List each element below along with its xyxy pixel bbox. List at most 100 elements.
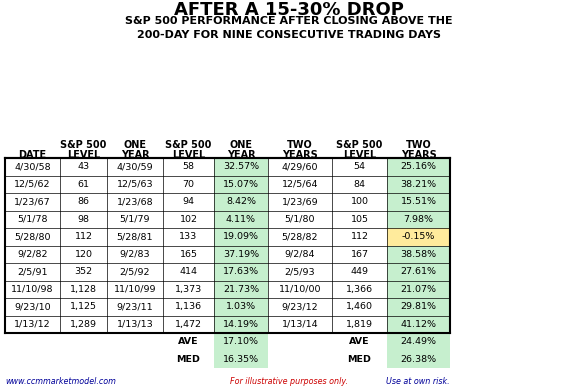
Text: 1/13/12: 1/13/12 <box>14 320 51 329</box>
Text: 4/30/59: 4/30/59 <box>117 162 153 171</box>
Text: 5/28/81: 5/28/81 <box>117 232 153 241</box>
Text: YEARS: YEARS <box>401 150 436 160</box>
Text: 5/1/79: 5/1/79 <box>120 215 150 224</box>
Text: 15.51%: 15.51% <box>401 197 436 206</box>
Text: 4.11%: 4.11% <box>226 215 256 224</box>
Text: 43: 43 <box>77 162 90 171</box>
Text: ONE: ONE <box>229 140 253 150</box>
Text: 25.16%: 25.16% <box>401 162 436 171</box>
Text: 38.21%: 38.21% <box>401 180 436 189</box>
Text: 8.42%: 8.42% <box>226 197 256 206</box>
Text: MED: MED <box>176 355 201 364</box>
Bar <box>214 246 268 263</box>
Text: 86: 86 <box>77 197 90 206</box>
Bar <box>214 211 268 228</box>
Text: 112: 112 <box>75 232 92 241</box>
Bar <box>214 158 268 175</box>
Bar <box>214 281 268 298</box>
Text: ONE: ONE <box>124 140 146 150</box>
Text: S&P 500: S&P 500 <box>60 140 107 150</box>
Text: LEVEL: LEVEL <box>343 150 376 160</box>
Text: Use at own risk.: Use at own risk. <box>386 376 450 386</box>
Bar <box>387 175 450 193</box>
Text: 12/5/64: 12/5/64 <box>281 180 318 189</box>
Text: S&P 500: S&P 500 <box>165 140 212 150</box>
Text: 12/5/62: 12/5/62 <box>14 180 51 189</box>
Text: 37.19%: 37.19% <box>223 250 259 259</box>
Bar <box>214 298 268 315</box>
Text: 414: 414 <box>180 267 198 276</box>
Text: 61: 61 <box>77 180 90 189</box>
Text: 4/29/60: 4/29/60 <box>281 162 318 171</box>
Text: 19.09%: 19.09% <box>223 232 259 241</box>
Text: YEAR: YEAR <box>227 150 255 160</box>
Text: 7.98%: 7.98% <box>403 215 434 224</box>
Text: AVE: AVE <box>349 337 370 346</box>
Text: 5/1/80: 5/1/80 <box>285 215 315 224</box>
Text: 105: 105 <box>350 215 369 224</box>
Text: 15.07%: 15.07% <box>223 180 259 189</box>
Text: 70: 70 <box>183 180 195 189</box>
Bar <box>214 175 268 193</box>
Text: TWO: TWO <box>287 140 313 150</box>
Text: LEVEL: LEVEL <box>67 150 100 160</box>
Text: 167: 167 <box>350 250 369 259</box>
Text: 24.49%: 24.49% <box>401 337 436 346</box>
Text: 100: 100 <box>350 197 369 206</box>
Text: 1,366: 1,366 <box>346 285 373 294</box>
Text: TWO: TWO <box>406 140 431 150</box>
Text: 1/23/67: 1/23/67 <box>14 197 51 206</box>
Bar <box>387 228 450 246</box>
Text: 1,373: 1,373 <box>175 285 202 294</box>
Text: 41.12%: 41.12% <box>401 320 436 329</box>
Bar <box>387 281 450 298</box>
Text: 27.61%: 27.61% <box>401 267 436 276</box>
Text: 9/2/83: 9/2/83 <box>120 250 150 259</box>
Text: 1/13/13: 1/13/13 <box>117 320 153 329</box>
Text: 1,136: 1,136 <box>175 302 202 311</box>
Text: 84: 84 <box>354 180 365 189</box>
Text: S&P 500: S&P 500 <box>336 140 383 150</box>
Text: 11/10/98: 11/10/98 <box>11 285 54 294</box>
Text: MED: MED <box>347 355 372 364</box>
Text: 11/10/00: 11/10/00 <box>279 285 321 294</box>
Text: 21.73%: 21.73% <box>223 285 259 294</box>
Text: 1/13/14: 1/13/14 <box>281 320 318 329</box>
Bar <box>214 333 268 350</box>
Bar <box>387 211 450 228</box>
Text: 9/2/84: 9/2/84 <box>285 250 315 259</box>
Text: 29.81%: 29.81% <box>401 302 436 311</box>
Text: 1,128: 1,128 <box>70 285 97 294</box>
Text: 1,460: 1,460 <box>346 302 373 311</box>
Text: 98: 98 <box>77 215 90 224</box>
Text: 17.10%: 17.10% <box>223 337 259 346</box>
Text: 2/5/93: 2/5/93 <box>285 267 316 276</box>
Bar <box>214 263 268 281</box>
Text: 9/23/11: 9/23/11 <box>117 302 153 311</box>
Text: AVE: AVE <box>178 337 199 346</box>
Text: YEAR: YEAR <box>121 150 149 160</box>
Text: 9/2/82: 9/2/82 <box>17 250 48 259</box>
Text: S&P 500 PERFORMANCE AFTER CLOSING ABOVE THE
200-DAY FOR NINE CONSECUTIVE TRADING: S&P 500 PERFORMANCE AFTER CLOSING ABOVE … <box>125 16 453 40</box>
Text: 1,472: 1,472 <box>175 320 202 329</box>
Text: 21.07%: 21.07% <box>401 285 436 294</box>
Text: 16.35%: 16.35% <box>223 355 259 364</box>
Text: 1,289: 1,289 <box>70 320 97 329</box>
Bar <box>387 193 450 211</box>
Text: www.ccmmarketmodel.com: www.ccmmarketmodel.com <box>5 376 116 386</box>
Text: AFTER A 15-30% DROP: AFTER A 15-30% DROP <box>174 1 404 19</box>
Text: YEARS: YEARS <box>282 150 318 160</box>
Text: DATE: DATE <box>18 150 47 160</box>
Text: 120: 120 <box>75 250 92 259</box>
Text: 449: 449 <box>350 267 369 276</box>
Text: 5/28/80: 5/28/80 <box>14 232 51 241</box>
Bar <box>214 350 268 368</box>
Bar <box>387 315 450 333</box>
Text: 32.57%: 32.57% <box>223 162 259 171</box>
Text: -0.15%: -0.15% <box>402 232 435 241</box>
Text: For illustrative purposes only.: For illustrative purposes only. <box>230 376 348 386</box>
Text: 1,819: 1,819 <box>346 320 373 329</box>
Text: LEVEL: LEVEL <box>172 150 205 160</box>
Text: 133: 133 <box>179 232 198 241</box>
Text: 17.63%: 17.63% <box>223 267 259 276</box>
